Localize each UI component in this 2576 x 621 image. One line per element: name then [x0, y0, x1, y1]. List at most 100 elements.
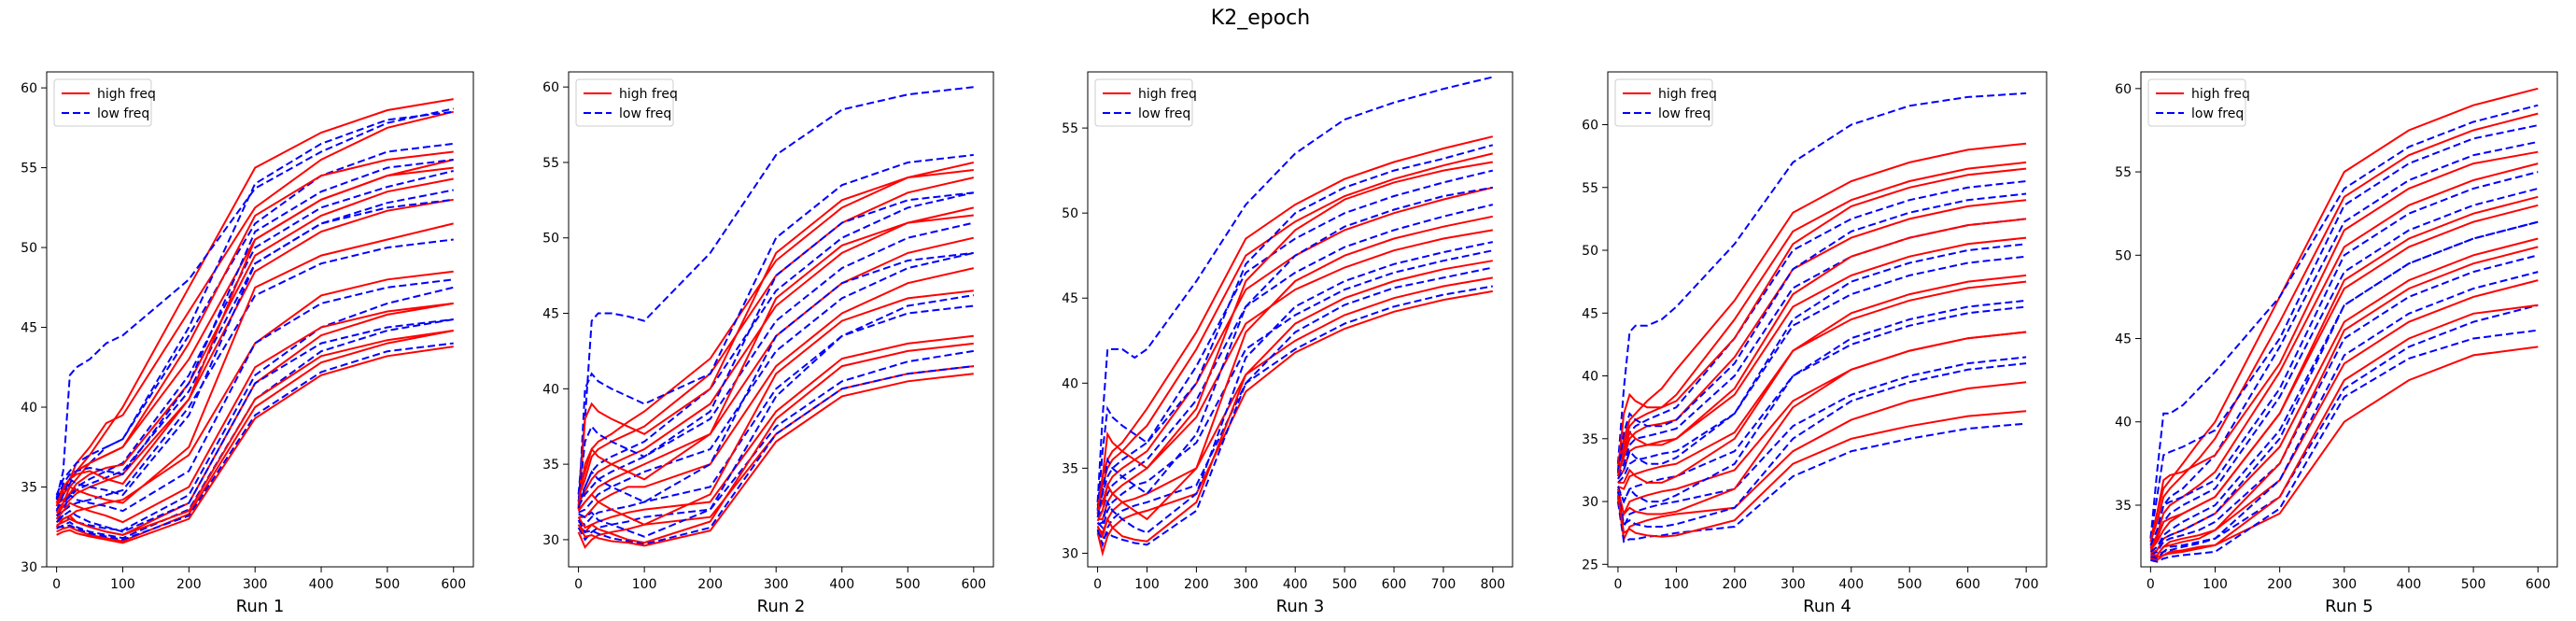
legend-low-freq-label: low freq: [1138, 106, 1190, 121]
high-freq-line-16: [577, 214, 974, 505]
low-freq-line-25: [55, 318, 454, 533]
high-freq-line-14: [2149, 150, 2539, 543]
high-freq-line-14: [577, 169, 974, 510]
subplot-2: 0 100 200 300 400 500 600 30 35 40 45 50 55 60 Run 2 hi…: [542, 71, 994, 616]
subplot-1: 0 100 200 300 400 500 600 30 35 40 45 50 55 60 Run 1 hi…: [21, 71, 474, 616]
legend: high freq low freq: [53, 78, 156, 127]
high-freq-line-8: [55, 198, 454, 516]
x-tick-label: 0: [2147, 577, 2155, 592]
low-freq-line-21: [55, 198, 454, 512]
x-tick-label: 100: [2203, 577, 2228, 592]
x-tick-label: 400: [829, 577, 854, 592]
x-tick-label: 200: [2267, 577, 2292, 592]
high-freq-line-2: [1096, 152, 1494, 506]
y-tick-label: 30: [1582, 495, 1598, 510]
low-freq-line-15: [1616, 192, 2027, 473]
high-freq-line-10: [1096, 289, 1493, 557]
x-axis-label: Run 2: [757, 597, 806, 616]
low-freq-line-9: [2149, 254, 2539, 557]
x-tick-label: 200: [1722, 577, 1747, 592]
high-freq-line-0: [1616, 142, 2027, 464]
axes-frame: [46, 71, 474, 568]
x-tick-label: 100: [1134, 577, 1160, 592]
x-tick-label: 300: [1781, 577, 1806, 592]
x-tick-label: 100: [110, 577, 135, 592]
x-tick-label: 400: [309, 577, 334, 592]
x-tick-label: 100: [632, 577, 657, 592]
x-tick-label: 500: [1332, 577, 1358, 592]
low-freq-line-17: [2149, 220, 2539, 553]
x-tick-label: 700: [1431, 577, 1457, 592]
legend: high freq low freq: [2147, 78, 2250, 127]
y-tick-label: 40: [21, 401, 37, 416]
y-tick-label: 55: [1582, 181, 1598, 196]
high-freq-line-8: [1096, 276, 1493, 539]
legend-high-freq-label: high freq: [1658, 87, 1717, 102]
high-freq-line-6: [1097, 229, 1493, 520]
high-freq-line-24: [55, 302, 454, 524]
axes-frame: [2140, 71, 2558, 568]
y-tick-label: 40: [2115, 416, 2132, 430]
legend-low-freq-label: low freq: [2191, 106, 2244, 121]
high-freq-line-20: [2150, 303, 2539, 561]
axes-frame: [568, 71, 994, 568]
high-freq-line-22: [1616, 410, 2027, 538]
low-freq-line-13: [1096, 186, 1493, 518]
x-tick-label: 400: [2397, 577, 2422, 592]
y-tick-label: 35: [1582, 432, 1598, 447]
x-tick-label: 600: [2526, 577, 2551, 592]
low-freq-line-19: [1616, 299, 2027, 504]
high-freq-line-4: [2149, 162, 2539, 548]
low-freq-line-15: [2149, 171, 2539, 546]
y-tick-label: 50: [2115, 248, 2132, 263]
x-tick-label: 600: [1955, 577, 1980, 592]
high-freq-line-16: [1096, 260, 1493, 543]
y-tick-label: 40: [1582, 370, 1598, 385]
high-freq-line-16: [2149, 195, 2539, 549]
x-tick-label: 500: [1897, 577, 1922, 592]
x-tick-label: 200: [697, 577, 723, 592]
high-freq-line-4: [1096, 186, 1494, 514]
x-tick-label: 300: [243, 577, 268, 592]
x-axis-label: Run 1: [236, 597, 285, 616]
x-tick-label: 200: [1184, 577, 1209, 592]
y-tick-label: 45: [2115, 332, 2132, 347]
high-freq-line-20: [1616, 331, 2027, 516]
high-freq-line-22: [55, 222, 454, 514]
x-tick-label: 300: [2331, 577, 2357, 592]
high-freq-line-2: [1616, 161, 2027, 467]
legend: high freq low freq: [1094, 78, 1197, 127]
high-freq-line-14: [56, 330, 454, 543]
low-freq-line-23: [56, 278, 454, 517]
high-freq-line-20: [577, 342, 974, 544]
high-freq-line-18: [1617, 274, 2027, 484]
x-tick-label: 600: [961, 577, 986, 592]
high-freq-line-12: [1096, 161, 1493, 515]
high-freq-line-26: [55, 330, 454, 536]
y-tick-label: 35: [542, 458, 559, 473]
high-freq-line-6: [56, 177, 454, 506]
low-freq-line-9: [578, 304, 974, 527]
low-freq-line-11: [577, 349, 974, 542]
high-freq-line-0: [1096, 135, 1494, 502]
y-tick-label: 55: [1062, 121, 1078, 136]
high-freq-line-12: [1616, 381, 2027, 543]
y-tick-label: 45: [1062, 291, 1078, 306]
low-freq-line-21: [577, 365, 974, 545]
y-tick-label: 55: [542, 156, 559, 171]
low-freq-line-9: [1616, 305, 2027, 504]
y-tick-label: 35: [1062, 461, 1078, 476]
x-axis-label: Run 4: [1803, 597, 1851, 616]
low-freq-line-21: [1616, 362, 2027, 528]
low-freq-line-5: [577, 221, 975, 507]
x-tick-label: 400: [1283, 577, 1308, 592]
x-axis-label: Run 3: [1276, 597, 1325, 616]
x-tick-label: 700: [2014, 577, 2039, 592]
low-freq-line-17: [577, 251, 974, 509]
y-tick-label: 55: [2115, 165, 2132, 180]
x-tick-label: 600: [1382, 577, 1407, 592]
x-tick-label: 0: [52, 577, 61, 592]
high-freq-line-2: [2149, 112, 2539, 543]
low-freq-line-5: [1096, 204, 1494, 517]
